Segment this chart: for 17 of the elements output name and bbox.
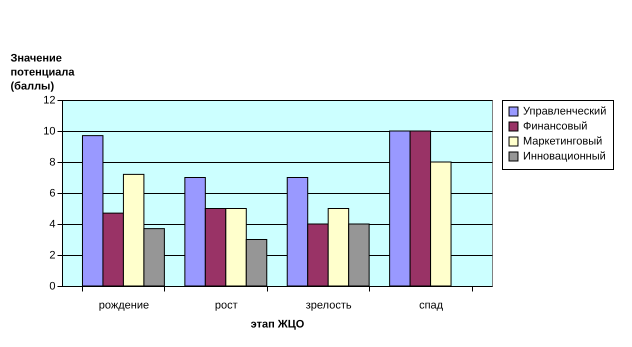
y-tick-label: 4 xyxy=(49,218,56,230)
legend-label: Финансовый xyxy=(523,120,588,132)
y-axis-title: Значение потенциала (баллы) xyxy=(10,52,76,92)
x-tick-label: рост xyxy=(214,300,238,312)
x-tick-label: рождение xyxy=(98,300,150,312)
x-tick-label: зрелость xyxy=(306,300,352,312)
legend-label: Маркетинговый xyxy=(523,136,602,148)
y-tick-label: 0 xyxy=(49,280,56,292)
legend-label: Управленческий xyxy=(523,106,606,118)
y-tick-label: 12 xyxy=(43,94,56,106)
y-tick-label: 10 xyxy=(43,126,56,138)
x-axis-title: этап ЖЦО xyxy=(250,318,305,330)
legend-label: Инновационный xyxy=(523,150,606,162)
x-tick-label: спад xyxy=(419,300,444,312)
y-tick-label: 6 xyxy=(49,188,56,200)
y-tick-label: 8 xyxy=(49,156,56,168)
y-tick-label: 2 xyxy=(49,250,56,262)
